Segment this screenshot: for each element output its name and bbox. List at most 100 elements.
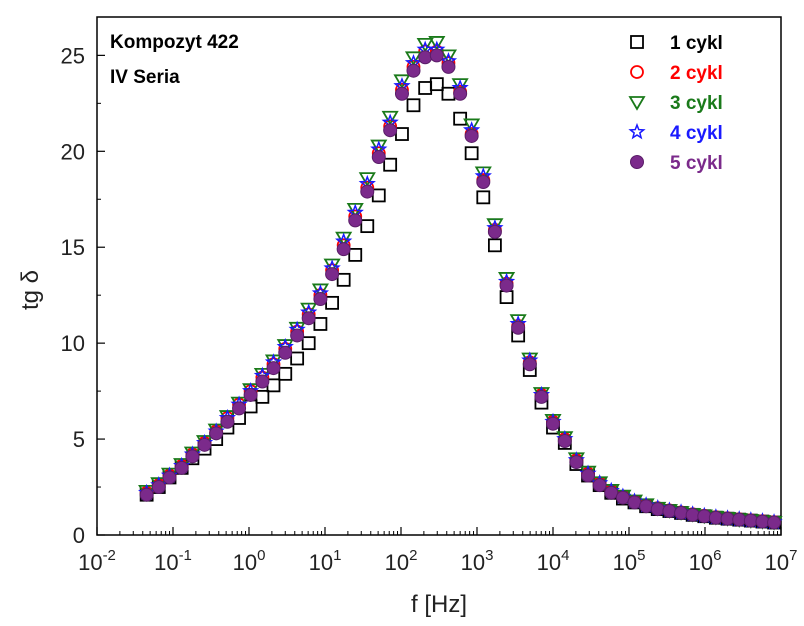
data-point bbox=[604, 485, 619, 500]
data-point bbox=[697, 509, 712, 524]
y-tick-label: 25 bbox=[61, 43, 85, 68]
data-point bbox=[755, 514, 770, 529]
data-point bbox=[534, 389, 549, 404]
legend-label: 5 cykl bbox=[670, 153, 723, 174]
x-tick-labels: 10-2 10-1 100 101 102 103 104 105 106 107 bbox=[78, 547, 797, 575]
data-point bbox=[381, 110, 399, 126]
data-point bbox=[394, 86, 409, 101]
y-tick-label: 20 bbox=[61, 139, 85, 164]
data-point bbox=[197, 437, 212, 452]
series-4-cykl bbox=[138, 40, 783, 530]
plot-frame bbox=[96, 16, 782, 536]
data-point bbox=[464, 146, 479, 161]
data-point bbox=[404, 51, 423, 67]
data-point bbox=[290, 351, 305, 366]
data-point bbox=[592, 478, 607, 493]
series-1-cykl bbox=[139, 77, 781, 530]
data-point bbox=[418, 50, 433, 65]
data-point bbox=[139, 487, 154, 502]
x-tick-label: 10-1 bbox=[154, 547, 192, 575]
data-point bbox=[232, 401, 247, 416]
legend-item: 3 cykl bbox=[628, 93, 723, 114]
data-point bbox=[488, 238, 502, 253]
x-tick-label: 106 bbox=[689, 547, 722, 575]
y-tick-label: 15 bbox=[61, 235, 85, 260]
data-point bbox=[453, 86, 468, 101]
data-markers bbox=[138, 36, 783, 531]
data-point bbox=[243, 387, 258, 402]
legend-item: 5 cykl bbox=[630, 153, 723, 174]
legend-item: 4 cykl bbox=[628, 122, 723, 144]
legend-item: 1 cykl bbox=[630, 33, 723, 54]
annotation-line-1: Kompozyt 422 bbox=[110, 32, 239, 53]
data-point bbox=[685, 507, 700, 522]
data-point bbox=[476, 190, 491, 205]
data-point bbox=[325, 295, 340, 310]
data-point bbox=[174, 460, 189, 475]
legend-marker bbox=[630, 155, 644, 169]
x-tick-label: 107 bbox=[765, 547, 798, 575]
data-point bbox=[522, 357, 537, 372]
series-2-cykl bbox=[139, 44, 781, 530]
legend-label: 4 cykl bbox=[670, 123, 723, 144]
data-point bbox=[557, 433, 572, 448]
data-point bbox=[720, 511, 735, 526]
x-tick-label: 102 bbox=[385, 547, 418, 575]
data-point bbox=[395, 127, 409, 141]
y-tick-label: 10 bbox=[61, 331, 85, 356]
x-axis-title: f [Hz] bbox=[411, 591, 467, 618]
data-point bbox=[615, 490, 630, 505]
data-point bbox=[358, 172, 376, 187]
data-point bbox=[278, 345, 293, 360]
y-axis-title: tg δ bbox=[17, 270, 44, 310]
data-point bbox=[348, 247, 363, 262]
data-point bbox=[393, 74, 411, 90]
data-point bbox=[360, 219, 375, 234]
data-point bbox=[266, 361, 281, 376]
data-point bbox=[487, 224, 502, 239]
legend-item: 2 cykl bbox=[630, 63, 723, 84]
y-tick-label: 0 bbox=[73, 523, 85, 548]
data-point bbox=[406, 63, 421, 78]
data-point bbox=[439, 49, 458, 65]
data-point bbox=[569, 455, 584, 470]
data-point bbox=[511, 320, 526, 335]
data-point bbox=[301, 336, 316, 351]
data-point bbox=[290, 328, 305, 343]
data-point bbox=[767, 515, 782, 530]
y-tick-label: 5 bbox=[73, 427, 85, 452]
data-point bbox=[732, 512, 747, 527]
legend-marker bbox=[628, 122, 646, 140]
x-tick-label: 101 bbox=[309, 547, 342, 575]
legend-label: 2 cykl bbox=[670, 63, 723, 84]
data-point bbox=[336, 242, 351, 257]
data-point bbox=[162, 470, 177, 485]
data-point bbox=[313, 317, 328, 331]
data-point bbox=[336, 272, 351, 287]
data-point bbox=[499, 278, 514, 293]
data-point bbox=[383, 157, 398, 172]
x-tick-label: 10-2 bbox=[78, 547, 116, 575]
data-point bbox=[627, 495, 642, 510]
data-point bbox=[463, 118, 481, 134]
data-point bbox=[429, 48, 444, 63]
data-point bbox=[255, 389, 270, 404]
data-point bbox=[416, 37, 434, 53]
data-point bbox=[499, 290, 514, 305]
data-point bbox=[441, 59, 456, 74]
data-point bbox=[371, 150, 386, 165]
series-5-cykl bbox=[139, 48, 782, 530]
data-point bbox=[581, 468, 596, 483]
data-point bbox=[151, 480, 166, 495]
x-tick-label: 103 bbox=[461, 547, 494, 575]
annotation-line-2: IV Seria bbox=[110, 67, 180, 88]
data-point bbox=[255, 374, 270, 389]
y-tick-labels: 0 5 10 15 20 25 bbox=[61, 43, 85, 548]
data-point bbox=[674, 505, 689, 520]
axis-ticks bbox=[96, 54, 782, 536]
data-point bbox=[325, 267, 340, 282]
data-point bbox=[301, 311, 316, 326]
legend-label: 1 cykl bbox=[670, 33, 723, 54]
legend-label: 3 cykl bbox=[670, 93, 723, 114]
